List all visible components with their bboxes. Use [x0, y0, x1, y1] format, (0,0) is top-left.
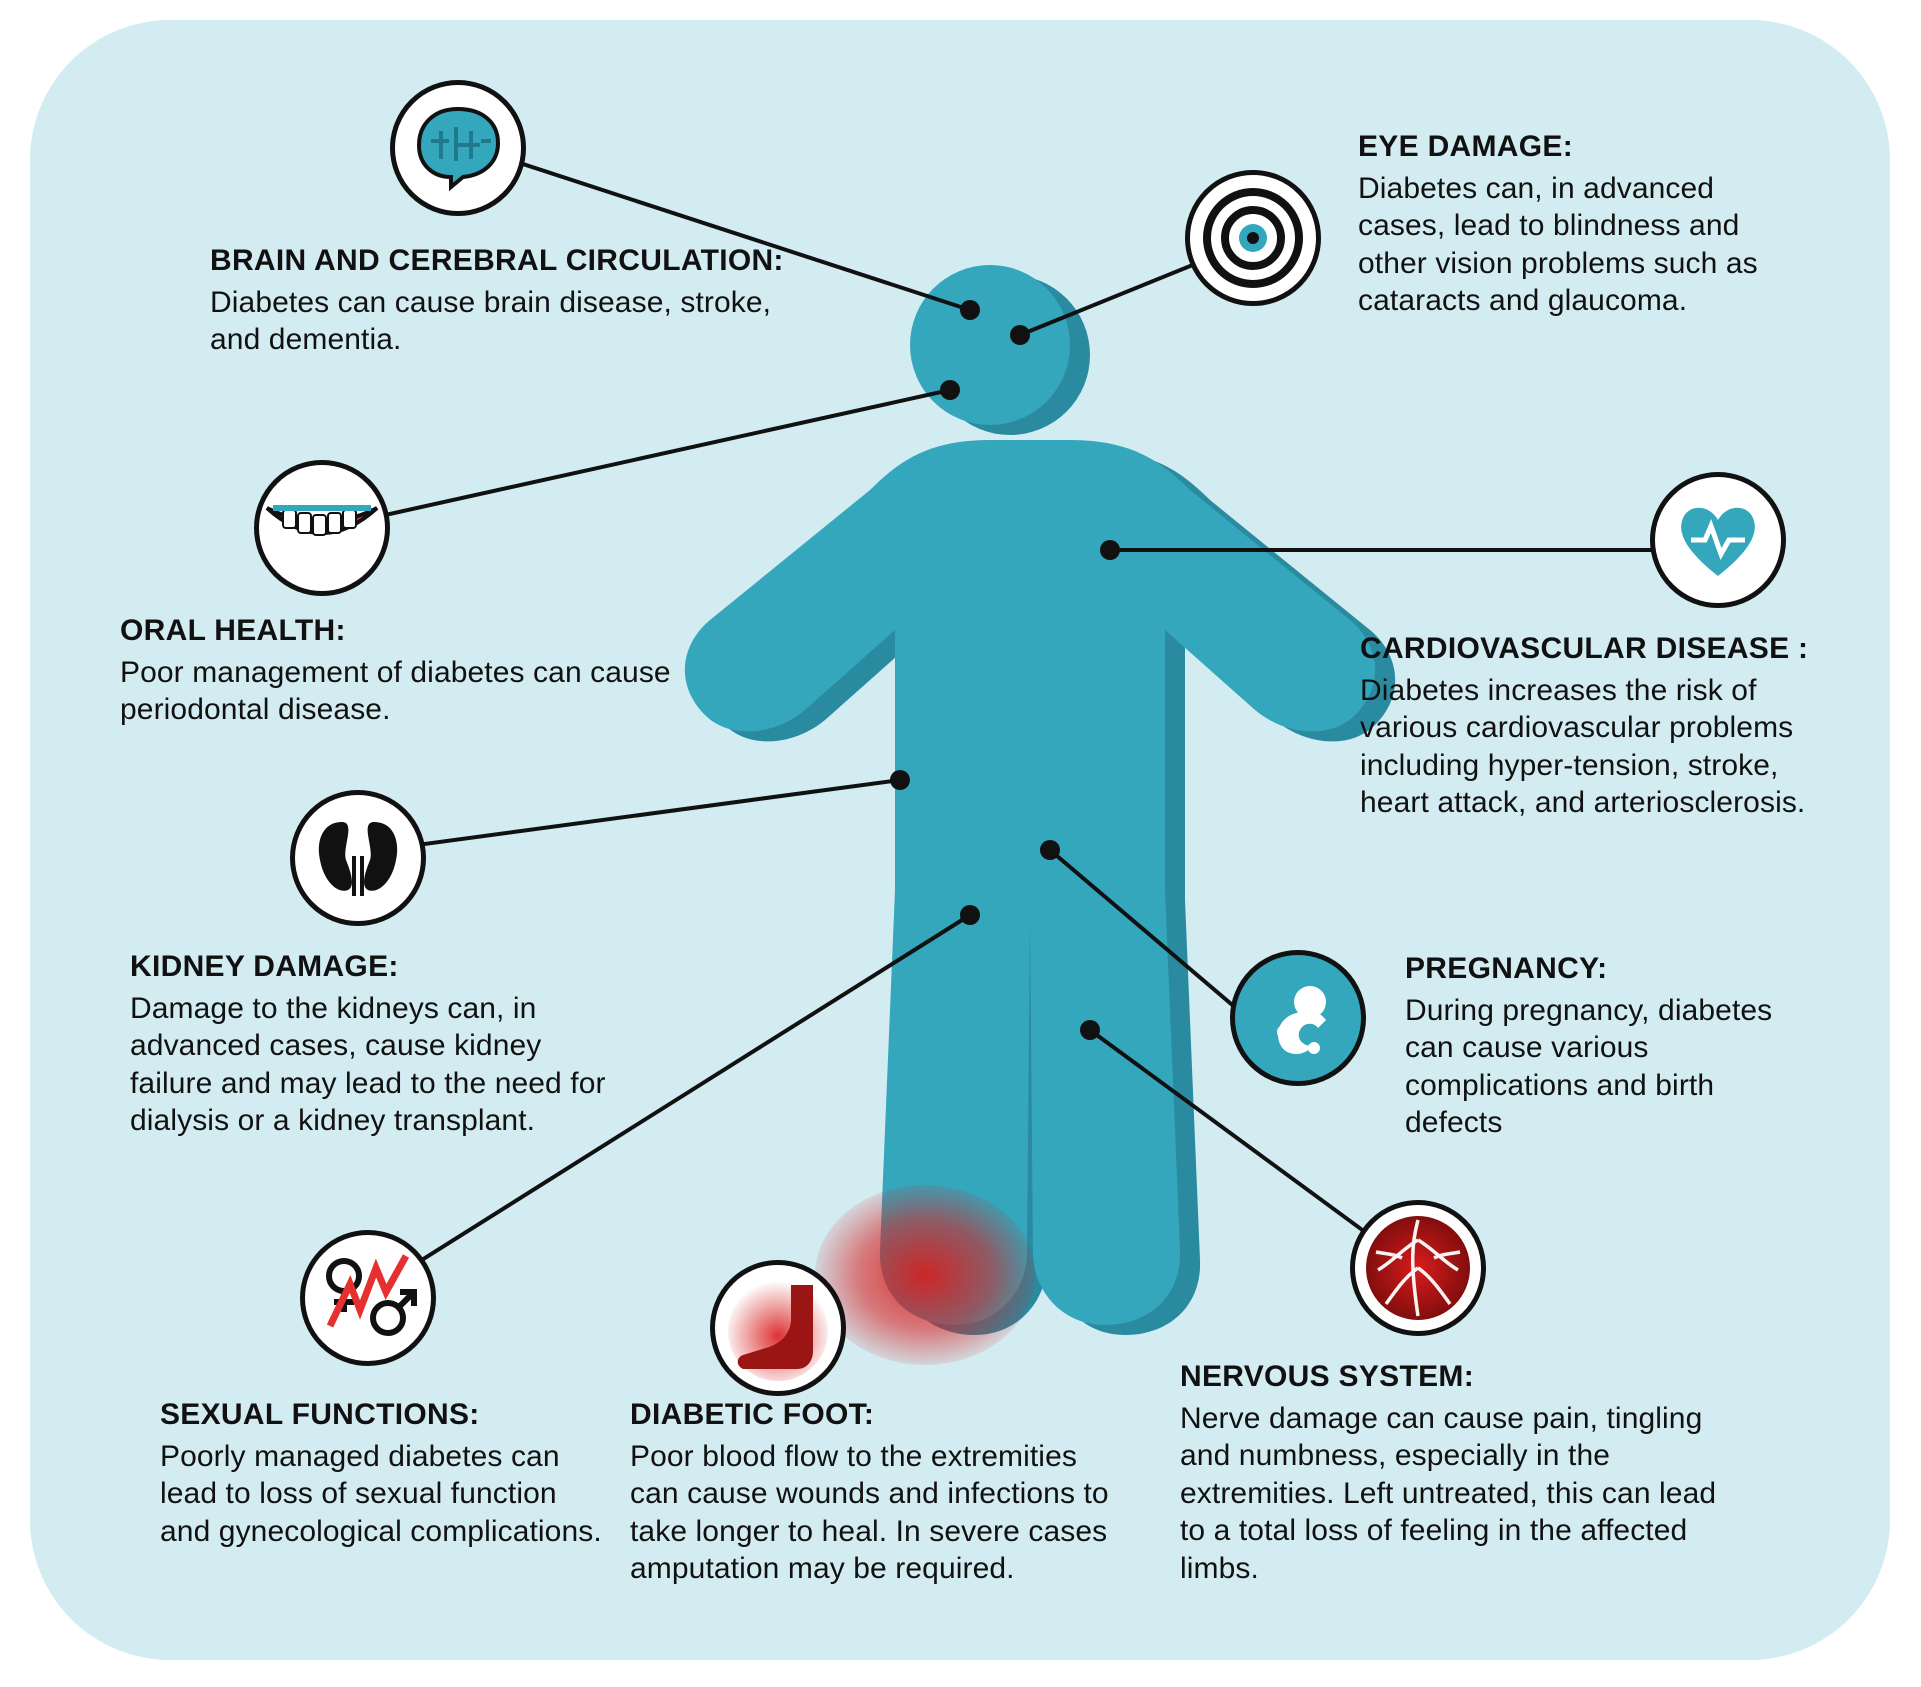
brain-icon	[390, 80, 526, 216]
nerves-icon	[1350, 1200, 1486, 1336]
sexual-title: SEXUAL FUNCTIONS:	[160, 1396, 605, 1434]
foot-desc: Poor blood flow to the extremities can c…	[630, 1438, 1110, 1588]
sexual-text: SEXUAL FUNCTIONS: Poorly managed diabete…	[160, 1396, 605, 1550]
cardio-text: CARDIOVASCULAR DISEASE : Diabetes increa…	[1360, 630, 1835, 822]
nervous-title: NERVOUS SYSTEM:	[1180, 1358, 1740, 1396]
foot-title: DIABETIC FOOT:	[630, 1396, 1110, 1434]
eye-icon	[1185, 170, 1321, 306]
fetus-icon	[1230, 950, 1366, 1086]
nervous-text: NERVOUS SYSTEM: Nerve damage can cause p…	[1180, 1358, 1740, 1587]
brain-text: BRAIN AND CEREBRAL CIRCULATION: Diabetes…	[210, 242, 800, 359]
kidney-text: KIDNEY DAMAGE: Damage to the kidneys can…	[130, 948, 630, 1140]
cardio-title: CARDIOVASCULAR DISEASE :	[1360, 630, 1835, 668]
pregnancy-title: PREGNANCY:	[1405, 950, 1775, 988]
brain-desc: Diabetes can cause brain disease, stroke…	[210, 284, 800, 359]
oral-text: ORAL HEALTH: Poor management of diabetes…	[120, 612, 680, 729]
pregnancy-text: PREGNANCY: During pregnancy, diabetes ca…	[1405, 950, 1775, 1142]
nervous-desc: Nerve damage can cause pain, tingling an…	[1180, 1400, 1740, 1588]
sexual-desc: Poorly managed diabetes can lead to loss…	[160, 1438, 605, 1551]
eye-title: EYE DAMAGE:	[1358, 128, 1798, 166]
eye-text: EYE DAMAGE: Diabetes can, in advanced ca…	[1358, 128, 1798, 320]
kidneys-icon	[290, 790, 426, 926]
gender-symbols-icon	[300, 1230, 436, 1366]
foot-icon	[710, 1260, 846, 1396]
infographic-canvas: BRAIN AND CEREBRAL CIRCULATION: Diabetes…	[30, 20, 1890, 1660]
kidney-desc: Damage to the kidneys can, in advanced c…	[130, 990, 630, 1140]
oral-desc: Poor management of diabetes can cause pe…	[120, 654, 680, 729]
heart-icon	[1650, 472, 1786, 608]
mouth-icon	[254, 460, 390, 596]
pregnancy-desc: During pregnancy, diabetes can cause var…	[1405, 992, 1775, 1142]
oral-title: ORAL HEALTH:	[120, 612, 680, 650]
eye-desc: Diabetes can, in advanced cases, lead to…	[1358, 170, 1798, 320]
kidney-title: KIDNEY DAMAGE:	[130, 948, 630, 986]
cardio-desc: Diabetes increases the risk of various c…	[1360, 672, 1835, 822]
brain-title: BRAIN AND CEREBRAL CIRCULATION:	[210, 242, 800, 280]
foot-text: DIABETIC FOOT: Poor blood flow to the ex…	[630, 1396, 1110, 1588]
diabetic-foot-highlight	[815, 1185, 1035, 1365]
